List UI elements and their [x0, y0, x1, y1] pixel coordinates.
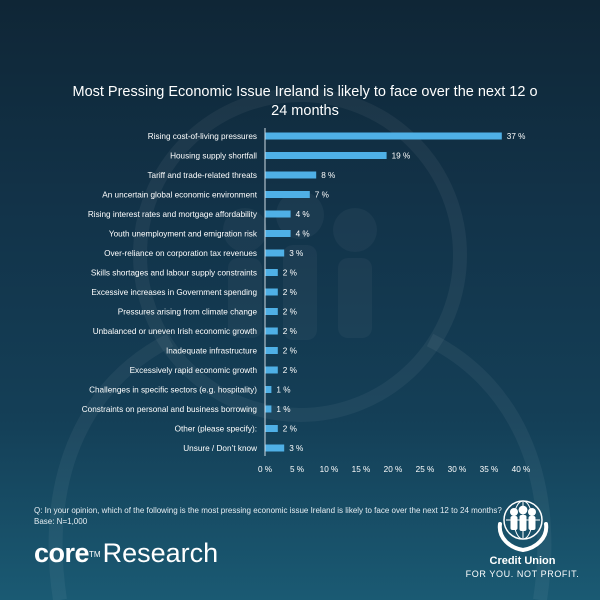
category-label: Challenges in specific sectors (e.g. hos… — [89, 386, 257, 395]
category-label: Other (please specify): — [175, 425, 257, 434]
bar — [265, 269, 278, 276]
bar — [265, 347, 278, 354]
core-logo-tm: TM — [89, 550, 101, 559]
value-label: 1 % — [276, 405, 290, 414]
value-label: 2 % — [283, 366, 297, 375]
value-label: 1 % — [276, 386, 290, 395]
bar — [265, 288, 278, 296]
bar — [265, 425, 278, 432]
value-label: 2 % — [283, 269, 297, 278]
value-label: 8 % — [321, 171, 335, 180]
category-label: Excessively rapid economic growth — [130, 366, 258, 375]
bar — [265, 152, 387, 159]
credit-union-name: Credit Union — [489, 555, 556, 567]
credit-union-emblem-icon — [497, 500, 548, 553]
core-logo-bold: core — [34, 538, 90, 568]
value-label: 2 % — [283, 308, 297, 317]
category-label: Youth unemployment and emigration risk — [109, 230, 258, 239]
x-tick-label: 0 % — [258, 465, 272, 474]
category-label: Tariff and trade-related threats — [147, 171, 257, 180]
category-label: Inadequate infrastructure — [166, 347, 257, 356]
value-label: 2 % — [283, 425, 297, 434]
value-label: 37 % — [507, 132, 526, 141]
value-label: 7 % — [315, 191, 329, 200]
bar — [265, 210, 291, 218]
x-tick-label: 15 % — [352, 465, 371, 474]
bar — [265, 386, 272, 393]
value-label: 3 % — [289, 444, 303, 453]
category-label: Over-reliance on corporation tax revenue… — [104, 249, 257, 258]
x-tick-label: 40 % — [512, 465, 531, 474]
category-label: Housing supply shortfall — [170, 152, 257, 161]
x-tick-label: 30 % — [448, 465, 467, 474]
chart-title: Most Pressing Economic Issue Ireland is … — [72, 84, 538, 119]
category-label: An uncertain global economic environment — [102, 191, 257, 200]
core-logo-research: Research — [102, 538, 219, 568]
category-label: Constraints on personal and business bor… — [82, 405, 258, 414]
category-label: Rising interest rates and mortgage affor… — [88, 210, 258, 219]
value-label: 4 % — [296, 210, 310, 219]
bar — [265, 191, 310, 198]
category-label: Pressures arising from climate change — [118, 308, 258, 317]
x-tick-label: 25 % — [416, 465, 435, 474]
x-tick-label: 20 % — [384, 465, 403, 474]
value-label: 2 % — [283, 327, 297, 336]
core-research-logo: coreTMResearch — [34, 538, 218, 568]
bar — [265, 444, 285, 452]
bar — [265, 249, 285, 257]
x-tick-label: 10 % — [320, 465, 339, 474]
category-label: Rising cost-of-living pressures — [148, 132, 257, 141]
x-tick-label: 5 % — [290, 465, 304, 474]
credit-union-logo: Credit Union FOR YOU. NOT PROFIT. — [455, 498, 590, 593]
question-text: Q: In your opinion, which of the followi… — [34, 506, 502, 515]
base-text: Base: N=1,000 — [34, 517, 88, 526]
bar — [265, 171, 317, 179]
value-label: 2 % — [283, 288, 297, 297]
value-label: 3 % — [289, 249, 303, 258]
bar — [265, 308, 278, 315]
category-label: Unsure / Don’t know — [183, 444, 257, 453]
survey-question: Q: In your opinion, which of the followi… — [34, 505, 534, 527]
bar — [265, 230, 291, 237]
value-label: 2 % — [283, 347, 297, 356]
value-label: 19 % — [392, 152, 411, 161]
value-label: 4 % — [296, 230, 310, 239]
category-label: Skills shortages and labour supply const… — [91, 269, 257, 278]
bar — [265, 405, 272, 413]
bar — [265, 132, 502, 140]
category-label: Unbalanced or uneven Irish economic grow… — [93, 327, 258, 336]
credit-union-tagline: FOR YOU. NOT PROFIT. — [465, 569, 580, 579]
bar — [265, 327, 278, 335]
bar — [265, 366, 278, 374]
x-tick-label: 35 % — [480, 465, 499, 474]
category-label: Excessive increases in Government spendi… — [91, 288, 257, 297]
